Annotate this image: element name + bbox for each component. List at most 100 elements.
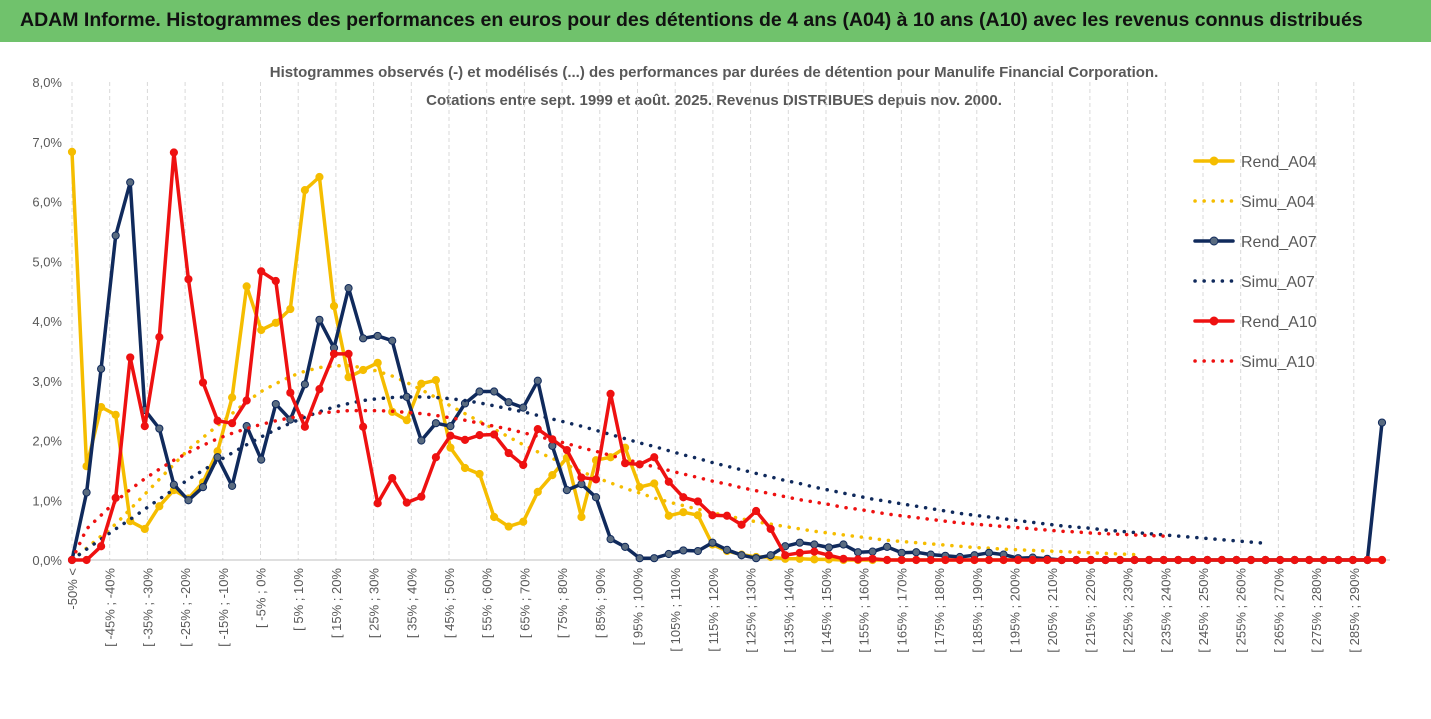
- data-point-rend-a04: [140, 524, 149, 534]
- data-point-rend-a07: [591, 493, 601, 502]
- data-point-rend-a10: [1043, 555, 1052, 565]
- y-tick-label: 1,0%: [32, 493, 62, 508]
- series-simu-a04: [70, 364, 1137, 562]
- data-point-rend-a07: [635, 554, 644, 563]
- x-tick-label: [ 115% ; 120%: [706, 568, 721, 652]
- data-point-rend-a07: [155, 424, 164, 433]
- data-point-rend-a10: [475, 431, 484, 440]
- data-point-rend-a10: [810, 547, 819, 556]
- y-tick-label: 6,0%: [32, 195, 62, 210]
- data-point-rend-a07: [213, 453, 222, 462]
- legend-marker-rend-a04: [1209, 156, 1219, 166]
- data-point-rend-a04: [300, 186, 309, 195]
- data-point-rend-a07: [795, 538, 804, 547]
- data-point-rend-a04: [417, 379, 426, 388]
- x-tick-label: [ 195% ; 200%: [1008, 568, 1023, 653]
- data-point-rend-a10: [1072, 555, 1081, 565]
- data-point-rend-a07: [373, 331, 382, 341]
- data-point-rend-a07: [853, 548, 863, 557]
- data-point-rend-a07: [184, 496, 193, 505]
- data-point-rend-a04: [650, 479, 659, 488]
- data-point-rend-a07: [519, 403, 528, 412]
- series-rend-a10: [67, 148, 1387, 565]
- legend-marker-rend-a07: [1209, 236, 1219, 246]
- data-point-rend-a10: [577, 473, 586, 482]
- data-point-rend-a10: [1014, 555, 1023, 565]
- legend-marker-rend-a10: [1209, 316, 1219, 326]
- data-point-rend-a10: [650, 453, 659, 462]
- data-point-rend-a04: [504, 522, 513, 531]
- data-point-rend-a07: [824, 543, 833, 552]
- legend-label-rend-a07: Rend_A07: [1241, 234, 1317, 251]
- series-line-simu-a07: [70, 395, 1268, 562]
- legend-label-simu-a07: Simu_A07: [1241, 274, 1315, 291]
- data-point-rend-a10: [533, 425, 542, 434]
- x-axis: -50% < [ -45% ; -40% [ -35% ; -30% [ -25% ;…: [65, 559, 1390, 653]
- data-point-rend-a07: [431, 419, 440, 428]
- data-point-rend-a10: [1028, 555, 1037, 565]
- report-title: ADAM Informe. Histogrammes des performan…: [20, 9, 1363, 31]
- data-point-rend-a04: [519, 517, 528, 526]
- data-point-rend-a10: [257, 267, 266, 276]
- data-point-rend-a10: [1276, 555, 1285, 565]
- data-point-rend-a10: [198, 378, 208, 387]
- data-point-rend-a10: [1246, 555, 1256, 565]
- data-point-rend-a10: [868, 554, 877, 563]
- data-point-rend-a04: [67, 147, 77, 157]
- legend-label-rend-a04: Rend_A04: [1241, 154, 1317, 171]
- data-point-rend-a04: [373, 358, 382, 367]
- data-point-rend-a10: [490, 430, 499, 439]
- data-point-rend-a10: [1377, 555, 1387, 565]
- data-point-rend-a04: [155, 502, 164, 511]
- x-tick-label: [ -15% ; -10%: [216, 568, 231, 647]
- data-point-rend-a10: [955, 555, 964, 565]
- data-point-rend-a10: [271, 276, 280, 286]
- data-point-rend-a10: [286, 388, 295, 397]
- data-point-rend-a10: [1130, 555, 1139, 565]
- data-point-rend-a10: [169, 148, 178, 157]
- x-tick-label: [ 215% ; 220%: [1083, 568, 1098, 653]
- legend-label-simu-a04: Simu_A04: [1241, 194, 1315, 211]
- data-point-rend-a10: [1188, 555, 1197, 565]
- data-point-rend-a07: [111, 231, 120, 240]
- x-tick-label: [ 175% ; 180%: [932, 568, 947, 653]
- x-tick-label: [ -35% ; -30%: [140, 568, 155, 647]
- data-point-rend-a10: [1057, 555, 1066, 565]
- data-point-rend-a04: [271, 318, 280, 327]
- data-point-rend-a10: [693, 497, 702, 506]
- x-tick-label: [ -5% ; 0%: [254, 568, 269, 628]
- x-tick-label: [ 75% ; 80%: [555, 568, 570, 639]
- data-point-rend-a07: [388, 336, 397, 345]
- data-point-rend-a10: [242, 396, 251, 405]
- data-point-rend-a04: [693, 511, 702, 520]
- data-point-rend-a10: [126, 353, 135, 362]
- data-point-rend-a07: [621, 542, 630, 551]
- data-point-rend-a10: [359, 422, 368, 431]
- x-tick-label: [ 185% ; 190%: [970, 568, 985, 653]
- data-point-rend-a07: [897, 548, 906, 557]
- data-point-rend-a10: [344, 349, 353, 358]
- data-point-rend-a10: [417, 492, 426, 501]
- data-point-rend-a10: [111, 493, 120, 502]
- data-point-rend-a10: [300, 422, 309, 431]
- x-tick-label: [ 145% ; 150%: [819, 568, 834, 653]
- data-point-rend-a07: [722, 545, 732, 554]
- data-point-rend-a10: [329, 349, 339, 358]
- y-tick-label: 8,0%: [32, 75, 62, 90]
- chart-title-line2: Cotations entre sept. 1999 et août. 2025…: [426, 92, 1002, 109]
- chart-background: [0, 42, 1431, 719]
- x-tick-label: [ 275% ; 280%: [1309, 568, 1324, 653]
- data-point-rend-a10: [853, 555, 863, 564]
- x-tick-label: [ 95% ; 100%: [631, 568, 646, 646]
- data-point-rend-a10: [1348, 555, 1357, 565]
- data-point-rend-a04: [431, 376, 440, 385]
- x-tick-label: [ 85% ; 90%: [593, 568, 608, 639]
- data-point-rend-a07: [679, 546, 688, 555]
- y-tick-label: 7,0%: [32, 135, 62, 150]
- data-point-rend-a07: [475, 387, 484, 396]
- data-point-rend-a07: [693, 546, 702, 556]
- data-point-rend-a04: [257, 325, 266, 335]
- x-tick-label: [ 65% ; 70%: [517, 568, 532, 639]
- data-point-rend-a10: [1305, 555, 1314, 565]
- x-tick-label: -50% <: [65, 568, 80, 610]
